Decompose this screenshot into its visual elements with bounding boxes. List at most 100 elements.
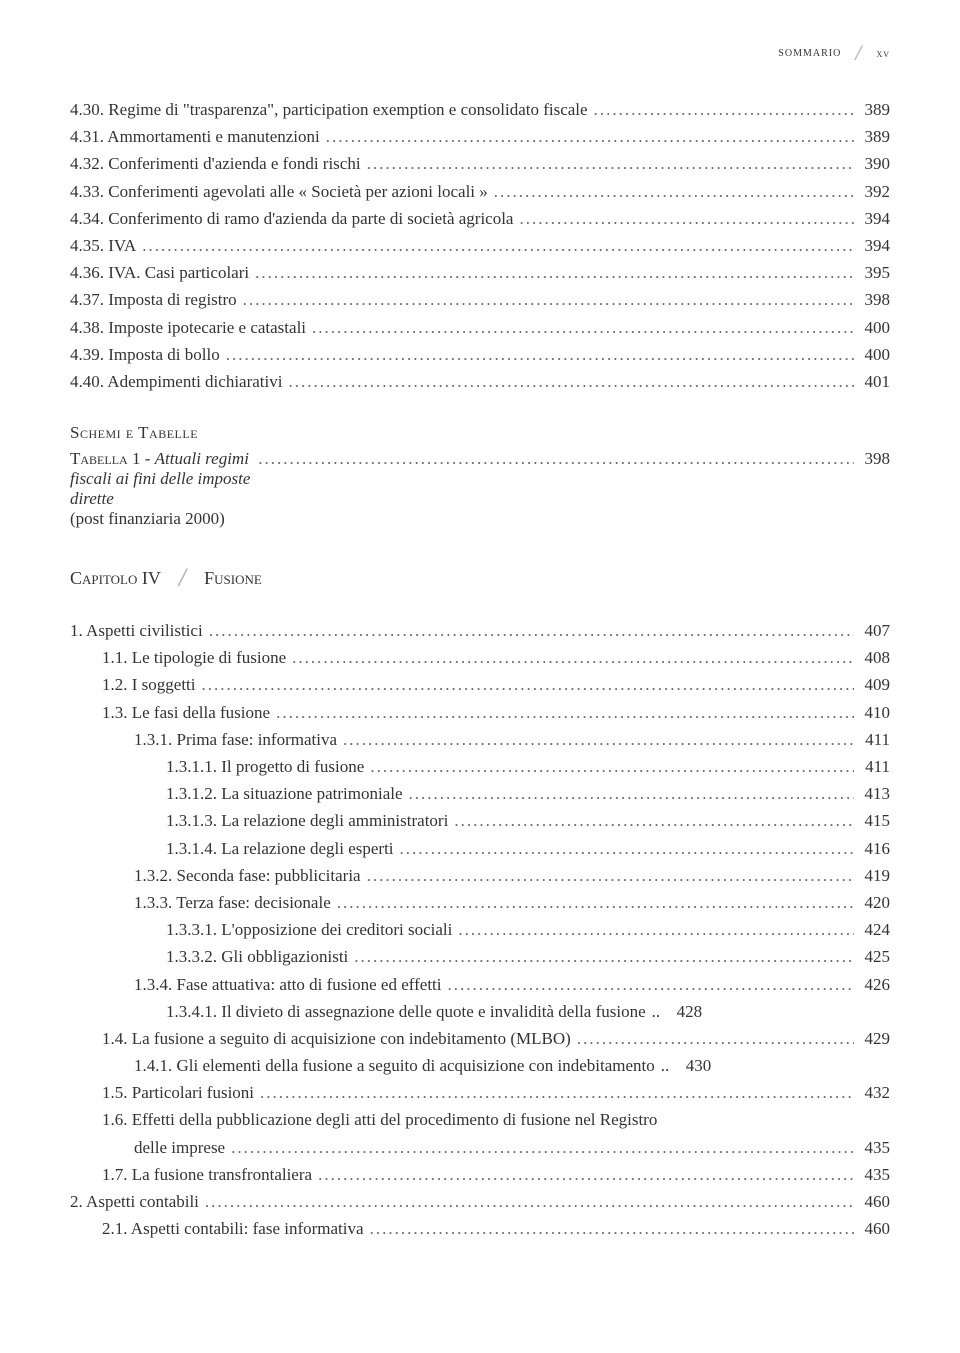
toc-label: 2. Aspetti contabili xyxy=(70,1188,199,1215)
toc-block-2: 1. Aspetti civilistici4071.1. Le tipolog… xyxy=(70,617,890,1242)
toc-entry: 4.40. Adempimenti dichiarativi 401 xyxy=(70,368,890,395)
toc-page: 408 xyxy=(854,644,890,671)
toc-entry: 4.35. IVA394 xyxy=(70,232,890,259)
toc-page: 429 xyxy=(854,1025,890,1052)
leader-dots xyxy=(361,150,854,177)
leader-short: .. xyxy=(655,1052,676,1079)
chapter-title: Fusione xyxy=(204,568,262,589)
leader-dots xyxy=(225,1134,854,1161)
toc-label: 2.1. Aspetti contabili: fase informativa xyxy=(102,1215,364,1242)
leader-dots xyxy=(394,835,854,862)
leader-dots xyxy=(282,368,854,395)
header-slash-icon: / xyxy=(855,40,862,66)
toc-label: 1.2. I soggetti xyxy=(102,671,196,698)
toc-page: 425 xyxy=(854,943,890,970)
toc-entry: 1.5. Particolari fusioni 432 xyxy=(70,1079,890,1106)
toc-label: 1. Aspetti civilistici xyxy=(70,617,203,644)
leader-dots xyxy=(199,1188,854,1215)
toc-label: 1.3.4. Fase attuativa: atto di fusione e… xyxy=(134,971,442,998)
toc-page: 428 xyxy=(666,998,702,1025)
leader-dots xyxy=(488,178,854,205)
leader-dots xyxy=(320,123,854,150)
leader-dots xyxy=(237,286,854,313)
leader-dots xyxy=(249,259,854,286)
toc-page: 424 xyxy=(854,916,890,943)
leader-short: .. xyxy=(646,998,667,1025)
toc-entry: 4.30. Regime di "trasparenza", participa… xyxy=(70,96,890,123)
toc-page: 435 xyxy=(854,1161,890,1188)
leader-dots xyxy=(136,232,854,259)
toc-page: 416 xyxy=(854,835,890,862)
toc-entry: 1.3.2. Seconda fase: pubblicitaria419 xyxy=(70,862,890,889)
toc-entry: 1. Aspetti civilistici 407 xyxy=(70,617,890,644)
toc-label: 4.40. Adempimenti dichiarativi xyxy=(70,368,282,395)
toc-label: 4.31. Ammortamenti e manutenzioni xyxy=(70,123,320,150)
toc-entry: 4.32. Conferimenti d'azienda e fondi ris… xyxy=(70,150,890,177)
chapter-heading: Capitolo IV / Fusione xyxy=(70,563,890,593)
toc-entry: 1.3.3.2. Gli obbligazionisti 425 xyxy=(70,943,890,970)
toc-label: 4.34. Conferimento di ramo d'azienda da … xyxy=(70,205,513,232)
toc-page: 392 xyxy=(854,178,890,205)
toc-page: 432 xyxy=(854,1079,890,1106)
toc-page: 411 xyxy=(854,753,890,780)
toc-entry: 1.6. Effetti della pubblicazione degli a… xyxy=(70,1106,890,1133)
toc-entry: 4.38. Imposte ipotecarie e catastali400 xyxy=(70,314,890,341)
tabella-label: Tabella 1 - Attuali regimi fiscali ai fi… xyxy=(70,449,252,509)
toc-label: 4.33. Conferimenti agevolati alle « Soci… xyxy=(70,178,488,205)
toc-label: 4.32. Conferimenti d'azienda e fondi ris… xyxy=(70,150,361,177)
leader-dots xyxy=(286,644,854,671)
toc-entry: 1.7. La fusione transfrontaliera 435 xyxy=(70,1161,890,1188)
toc-page: 407 xyxy=(854,617,890,644)
leader-dots xyxy=(442,971,855,998)
toc-page: 419 xyxy=(854,862,890,889)
toc-entry: 2.1. Aspetti contabili: fase informativa… xyxy=(70,1215,890,1242)
toc-label: 1.3.1.4. La relazione degli esperti xyxy=(166,835,394,862)
toc-page: 430 xyxy=(675,1052,711,1079)
leader-dots xyxy=(364,753,854,780)
toc-label: 1.7. La fusione transfrontaliera xyxy=(102,1161,312,1188)
toc-label: 1.3. Le fasi della fusione xyxy=(102,699,270,726)
leader-dots xyxy=(331,889,854,916)
toc-page: 415 xyxy=(854,807,890,834)
toc-label: 1.4. La fusione a seguito di acquisizion… xyxy=(102,1025,571,1052)
leader-dots xyxy=(513,205,854,232)
leader-dots xyxy=(306,314,854,341)
toc-entry: 1.3.3. Terza fase: decisionale420 xyxy=(70,889,890,916)
leader-dots xyxy=(254,1079,854,1106)
toc-entry: 4.37. Imposta di registro 398 xyxy=(70,286,890,313)
leader-dots xyxy=(196,671,855,698)
chapter-label: Capitolo IV xyxy=(70,568,161,589)
toc-page: 395 xyxy=(854,259,890,286)
leader-dots xyxy=(270,699,854,726)
toc-entry: 1.3.1.3. La relazione degli amministrato… xyxy=(70,807,890,834)
leader-dots xyxy=(220,341,854,368)
toc-page: 394 xyxy=(854,205,890,232)
toc-entry: 1.3.1.1. Il progetto di fusione411 xyxy=(70,753,890,780)
toc-page: 460 xyxy=(854,1188,890,1215)
toc-entry: 4.31. Ammortamenti e manutenzioni389 xyxy=(70,123,890,150)
toc-label: 1.3.1. Prima fase: informativa xyxy=(134,726,337,753)
toc-label: 1.3.3.2. Gli obbligazionisti xyxy=(166,943,348,970)
toc-label: 4.36. IVA. Casi particolari xyxy=(70,259,249,286)
toc-entry: 1.2. I soggetti409 xyxy=(70,671,890,698)
toc-entry: 4.36. IVA. Casi particolari 395 xyxy=(70,259,890,286)
toc-label: 1.5. Particolari fusioni xyxy=(102,1079,254,1106)
toc-label: delle imprese xyxy=(134,1134,225,1161)
leader-dots xyxy=(364,1215,854,1242)
toc-label: 1.3.1.2. La situazione patrimoniale xyxy=(166,780,403,807)
toc-entry: 1.3.3.1. L'opposizione dei creditori soc… xyxy=(70,916,890,943)
toc-page: 400 xyxy=(854,314,890,341)
schemi-heading: Schemi e Tabelle xyxy=(70,423,890,443)
toc-page: 398 xyxy=(854,286,890,313)
toc-page: 401 xyxy=(854,368,890,395)
toc-page: 413 xyxy=(854,780,890,807)
leader-dots xyxy=(203,617,854,644)
toc-entry: 4.34. Conferimento di ramo d'azienda da … xyxy=(70,205,890,232)
toc-entry: 1.3.1.2. La situazione patrimoniale 413 xyxy=(70,780,890,807)
toc-entry: 2. Aspetti contabili 460 xyxy=(70,1188,890,1215)
toc-entry: 1.3.4. Fase attuativa: atto di fusione e… xyxy=(70,971,890,998)
toc-label: 1.4.1. Gli elementi della fusione a segu… xyxy=(134,1052,655,1079)
toc-label: 4.37. Imposta di registro xyxy=(70,286,237,313)
leader-dots xyxy=(588,96,854,123)
leader-dots xyxy=(448,807,854,834)
